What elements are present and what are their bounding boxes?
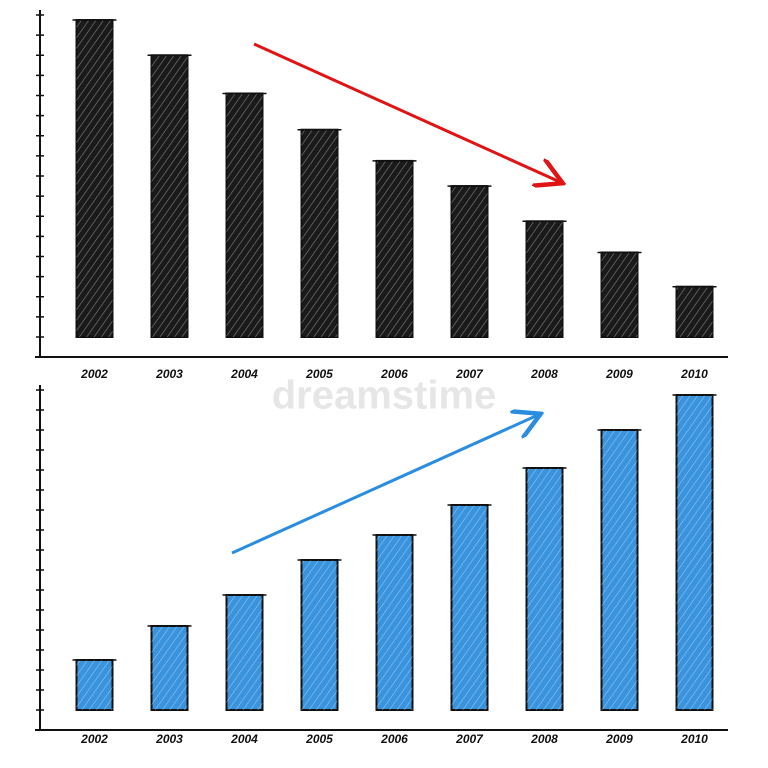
bar-hatch xyxy=(376,535,413,710)
x-tick-label: 2010 xyxy=(680,367,708,381)
x-tick-label: 2004 xyxy=(230,367,258,381)
x-tick-label: 2004 xyxy=(230,732,258,746)
trend-arrow xyxy=(253,42,560,182)
bar-hatch xyxy=(601,430,638,710)
bar-hatch xyxy=(676,286,713,337)
bar-hatch xyxy=(226,595,263,710)
x-tick-label: 2009 xyxy=(605,732,633,746)
bar-hatch xyxy=(526,221,563,337)
x-tick-label: 2010 xyxy=(680,732,708,746)
bar-hatch xyxy=(451,186,488,337)
bar-hatch xyxy=(451,505,488,710)
x-tick-label: 2005 xyxy=(305,367,333,381)
x-tick-label: 2002 xyxy=(80,732,108,746)
x-tick-label: 2008 xyxy=(530,367,558,381)
bar-hatch xyxy=(76,20,113,337)
bar-hatch xyxy=(76,660,113,710)
bar-hatch xyxy=(601,252,638,337)
watermark: dreamstime xyxy=(272,374,497,418)
bar-hatch xyxy=(301,560,338,710)
x-tick-label: 2006 xyxy=(380,732,408,746)
bar-hatch xyxy=(676,395,713,710)
x-tick-label: 2003 xyxy=(155,367,183,381)
x-tick-label: 2007 xyxy=(455,367,484,381)
bar-hatch xyxy=(151,626,188,710)
x-tick-label: 2007 xyxy=(455,732,484,746)
bar-hatch xyxy=(151,55,188,337)
x-tick-label: 2008 xyxy=(530,732,558,746)
bar-hatch xyxy=(376,160,413,337)
trend-arrow xyxy=(231,415,538,555)
x-tick-label: 2009 xyxy=(605,367,633,381)
bar-hatch xyxy=(301,129,338,337)
x-tick-label: 2005 xyxy=(305,732,333,746)
x-tick-label: 2006 xyxy=(380,367,408,381)
bar-hatch xyxy=(226,93,263,337)
x-tick-label: 2003 xyxy=(155,732,183,746)
bar-hatch xyxy=(526,468,563,710)
x-tick-label: 2002 xyxy=(80,367,108,381)
